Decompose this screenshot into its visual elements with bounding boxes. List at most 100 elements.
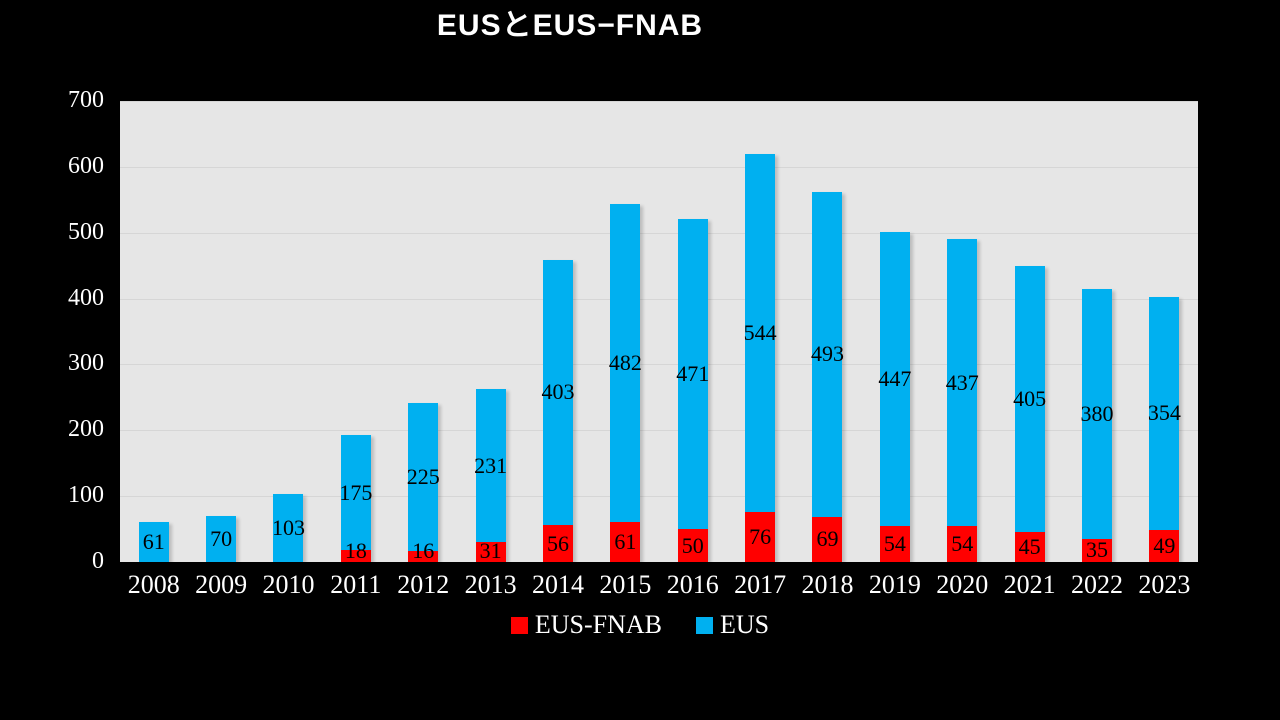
bar-segment-eus-2020 <box>947 238 978 527</box>
bar-segment-eus-fnab-2022 <box>1081 538 1112 562</box>
x-axis-tick-label-2010: 2010 <box>262 570 315 599</box>
bar-segment-eus-2017 <box>745 153 776 512</box>
data-label-eus-2017: 544 <box>743 319 777 345</box>
data-label-eus-fnab-2011: 18 <box>344 538 367 563</box>
gridline <box>120 298 1198 300</box>
x-axis-tick-label-2022: 2022 <box>1070 570 1123 599</box>
bar-column-2013 <box>475 389 506 562</box>
x-axis-tick-label-2008: 2008 <box>127 570 180 599</box>
data-label-eus-fnab-2020: 54 <box>951 531 974 557</box>
bar-segment-eus-fnab-2016 <box>677 529 708 562</box>
x-axis-tick-label-2018: 2018 <box>801 570 854 599</box>
bar-segment-eus-2015 <box>610 204 641 522</box>
bar-column-2012 <box>408 403 439 562</box>
data-label-eus-fnab-2019: 54 <box>883 531 906 557</box>
bar-column-2015 <box>610 204 641 562</box>
x-axis-tick-label-2017: 2017 <box>734 570 787 599</box>
bar-column-2008 <box>138 521 169 562</box>
bar-segment-eus-2021 <box>1014 265 1045 533</box>
bar-segment-eus-2008 <box>138 521 169 562</box>
data-label-eus-fnab-2016: 50 <box>681 532 704 558</box>
data-label-eus-2023: 354 <box>1147 400 1181 426</box>
bar-column-2019 <box>879 232 910 562</box>
data-label-eus-fnab-2014: 56 <box>546 530 569 556</box>
bar-column-2010 <box>273 494 304 562</box>
bar-segment-eus-2019 <box>879 232 910 527</box>
y-axis-tick-label: 100 <box>68 482 104 509</box>
x-axis-tick-label-2023: 2023 <box>1138 570 1191 599</box>
y-axis-tick-label: 700 <box>68 87 104 113</box>
bar-segment-eus-fnab-2019 <box>879 526 910 562</box>
x-axis-tick-label-2009: 2009 <box>195 570 248 599</box>
data-label-eus-fnab-2017: 76 <box>749 523 772 549</box>
bar-segment-eus-2022 <box>1081 288 1112 539</box>
data-label-eus-2021: 405 <box>1013 386 1047 411</box>
bar-column-2011 <box>340 434 371 562</box>
x-axis-tick-label-2019: 2019 <box>868 570 921 599</box>
legend: EUS-FNAB EUS <box>0 610 1280 640</box>
bar-segment-eus-fnab-2021 <box>1014 532 1045 562</box>
gridline <box>120 430 1198 432</box>
data-label-eus-fnab-2012: 16 <box>412 538 435 563</box>
data-label-eus-2020: 437 <box>945 369 979 395</box>
data-label-eus-2012: 225 <box>406 464 440 490</box>
data-label-eus-2010: 103 <box>271 515 305 541</box>
data-label-eus-fnab-2023: 49 <box>1153 532 1176 558</box>
chart-title: EUSとEUS−FNAB <box>436 9 704 42</box>
gridline <box>120 232 1198 234</box>
x-axis-tick-label-2020: 2020 <box>936 570 989 599</box>
bar-segment-eus-fnab-2020 <box>947 526 978 562</box>
bar-column-2023 <box>1149 296 1180 562</box>
x-axis-tick-label-2021: 2021 <box>1003 570 1056 599</box>
gridline <box>120 364 1198 366</box>
bar-column-2016 <box>677 218 708 562</box>
bar-segment-eus-2013 <box>475 389 506 542</box>
gridline <box>120 166 1198 168</box>
legend-label-eus-fnab: EUS-FNAB <box>534 610 662 639</box>
data-label-eus-fnab-2021: 45 <box>1018 534 1041 560</box>
y-axis-tick-label: 600 <box>68 152 104 179</box>
bar-segment-eus-2012 <box>408 403 439 552</box>
bar-segment-eus-2009 <box>206 515 237 562</box>
y-axis-tick-label: 0 <box>92 548 104 574</box>
x-axis-tick-label-2013: 2013 <box>464 570 517 599</box>
data-label-eus-2022: 380 <box>1080 400 1114 426</box>
x-axis-tick-label-2015: 2015 <box>599 570 652 599</box>
data-label-eus-fnab-2013: 31 <box>479 538 502 563</box>
bar-column-2014 <box>542 259 573 562</box>
x-axis-tick-label-2011: 2011 <box>330 570 382 599</box>
data-label-eus-2019: 447 <box>878 366 912 392</box>
bar-segment-eus-fnab-2011 <box>340 550 371 562</box>
gridline <box>120 101 1198 102</box>
bar-segment-eus-2016 <box>677 218 708 530</box>
bar-column-2018 <box>812 191 843 562</box>
y-axis-tick-label: 300 <box>68 350 104 377</box>
bar-segment-eus-fnab-2023 <box>1149 529 1180 562</box>
data-label-eus-2016: 471 <box>676 360 710 386</box>
data-label-eus-fnab-2015: 61 <box>614 528 637 554</box>
y-axis-tick-label: 400 <box>68 284 104 311</box>
data-label-eus-2018: 493 <box>810 341 844 367</box>
bar-column-2020 <box>947 238 978 562</box>
legend-item-eus-fnab: EUS-FNAB <box>510 610 662 640</box>
bar-segment-eus-fnab-2012 <box>408 551 439 562</box>
x-axis-tick-label-2014: 2014 <box>531 570 584 599</box>
bar-segment-eus-fnab-2013 <box>475 541 506 562</box>
legend-swatch-eus-icon <box>696 616 713 634</box>
bar-segment-eus-fnab-2015 <box>610 521 641 562</box>
bar-segment-eus-2014 <box>542 259 573 526</box>
bar-segment-eus-2018 <box>812 191 843 517</box>
plot-area: 61 70 103 175 18 225 16 231 31 403 56 482 61 471 50 544… <box>120 101 1198 562</box>
x-axis-tick-label-2016: 2016 <box>666 570 719 599</box>
data-label-eus-2015: 482 <box>608 350 642 376</box>
data-label-eus-2013: 231 <box>474 452 508 478</box>
bar-segment-eus-2010 <box>273 494 304 562</box>
y-axis-tick-label: 500 <box>68 218 104 245</box>
bar-column-2022 <box>1081 288 1112 562</box>
bar-segment-eus-2023 <box>1149 296 1180 530</box>
bar-column-2017 <box>745 153 776 562</box>
bar-segment-eus-fnab-2017 <box>745 511 776 562</box>
bar-column-2021 <box>1014 265 1045 562</box>
bar-segment-eus-fnab-2014 <box>542 525 573 562</box>
legend-swatch-eus-fnab-icon <box>510 616 528 634</box>
